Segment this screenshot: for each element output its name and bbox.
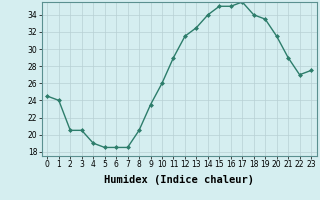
X-axis label: Humidex (Indice chaleur): Humidex (Indice chaleur) xyxy=(104,175,254,185)
